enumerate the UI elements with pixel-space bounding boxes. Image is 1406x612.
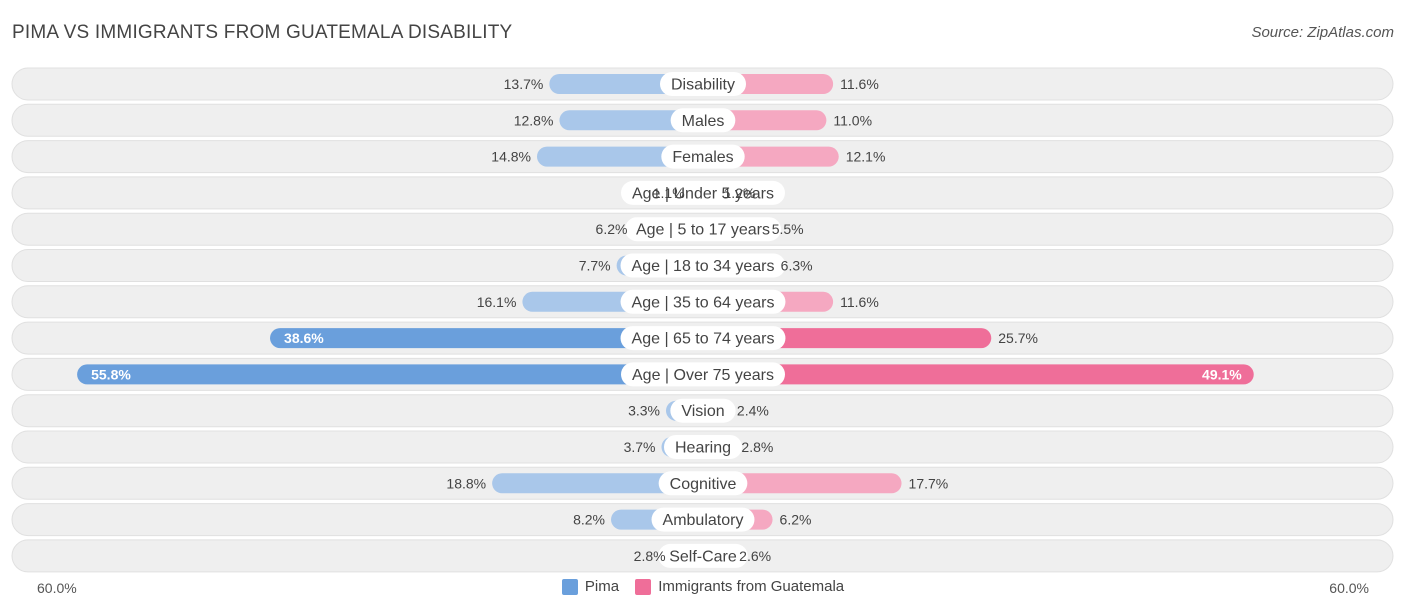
legend-label-pima: Pima	[584, 578, 620, 595]
value-label-guatemala: 25.7%	[998, 330, 1038, 346]
category-label: Age | 5 to 17 years	[636, 222, 770, 239]
category-label: Age | 35 to 64 years	[632, 294, 775, 311]
chart-title: PIMA VS IMMIGRANTS FROM GUATEMALA DISABI…	[12, 22, 513, 43]
category-label: Hearing	[675, 440, 731, 457]
category-pill	[621, 362, 785, 387]
category-pill	[620, 180, 786, 205]
value-label-guatemala: 6.2%	[780, 512, 812, 528]
value-label-guatemala: 49.1%	[1202, 366, 1242, 382]
legend-swatch-pima	[561, 578, 578, 595]
axis-max-label: 60.0%	[1329, 580, 1369, 596]
value-label-guatemala: 12.1%	[846, 149, 886, 165]
value-label-guatemala: 1.2%	[723, 185, 755, 201]
value-label-pima: 16.1%	[477, 294, 517, 310]
category-pill	[658, 543, 748, 568]
value-label-pima: 12.8%	[514, 112, 554, 128]
category-pill	[670, 398, 736, 423]
category-label: Self-Care	[669, 548, 737, 565]
value-label-pima: 3.7%	[624, 439, 656, 455]
legend-item-pima[interactable]: Pima	[561, 578, 620, 595]
category-label: Females	[672, 149, 733, 166]
legend-swatch-guatemala	[635, 578, 652, 595]
value-label-guatemala: 11.6%	[840, 76, 879, 92]
value-label-guatemala: 11.0%	[833, 112, 872, 128]
value-label-pima: 55.8%	[91, 366, 131, 382]
category-label: Vision	[681, 403, 724, 420]
value-label-pima: 18.8%	[446, 475, 486, 491]
bar-pima	[77, 364, 704, 385]
bar-pima	[559, 110, 703, 131]
value-label-pima: 13.7%	[504, 76, 544, 92]
value-label-pima: 1.1%	[653, 185, 685, 201]
legend-item-guatemala[interactable]: Immigrants from Guatemala	[635, 578, 844, 595]
value-label-pima: 8.2%	[573, 512, 605, 528]
category-label: Ambulatory	[663, 512, 744, 529]
value-label-guatemala: 5.5%	[772, 221, 804, 237]
category-pill	[620, 326, 786, 351]
bar-guatemala	[703, 364, 1254, 385]
category-label: Disability	[671, 77, 735, 94]
category-pill	[620, 253, 786, 278]
category-label: Age | Over 75 years	[632, 367, 774, 384]
category-pill	[624, 217, 782, 242]
value-label-pima: 3.3%	[628, 403, 660, 419]
category-pill	[651, 507, 755, 532]
value-label-guatemala: 2.8%	[741, 439, 773, 455]
legend: Pima Immigrants from Guatemala	[0, 578, 1406, 599]
value-label-pima: 38.6%	[284, 330, 324, 346]
category-label: Males	[682, 113, 725, 130]
value-label-pima: 6.2%	[596, 221, 628, 237]
bar-pima	[536, 146, 703, 167]
category-pill	[661, 144, 745, 169]
category-pill	[663, 435, 743, 459]
legend-label-guatemala: Immigrants from Guatemala	[658, 578, 845, 595]
category-pill	[620, 289, 786, 314]
source-credit: Source: ZipAtlas.com	[1251, 24, 1394, 41]
value-label-guatemala: 17.7%	[909, 475, 949, 491]
bar-pima	[270, 328, 703, 349]
category-pill	[659, 72, 747, 96]
bar-guatemala	[703, 473, 902, 494]
axis-min-label: 60.0%	[37, 580, 77, 596]
value-label-guatemala: 2.4%	[737, 403, 769, 419]
value-label-guatemala: 6.3%	[781, 258, 813, 274]
category-label: Age | 65 to 74 years	[632, 331, 775, 348]
value-label-guatemala: 11.6%	[840, 294, 879, 310]
value-label-pima: 7.7%	[579, 258, 611, 274]
value-label-pima: 2.8%	[634, 548, 666, 564]
bar-pima	[492, 473, 703, 494]
category-label: Cognitive	[670, 476, 737, 493]
category-pill	[658, 471, 748, 496]
value-label-guatemala: 2.6%	[739, 548, 771, 564]
category-pill	[670, 108, 736, 133]
category-label: Age | Under 5 years	[632, 185, 774, 202]
value-label-pima: 14.8%	[491, 149, 531, 165]
category-label: Age | 18 to 34 years	[632, 258, 775, 275]
